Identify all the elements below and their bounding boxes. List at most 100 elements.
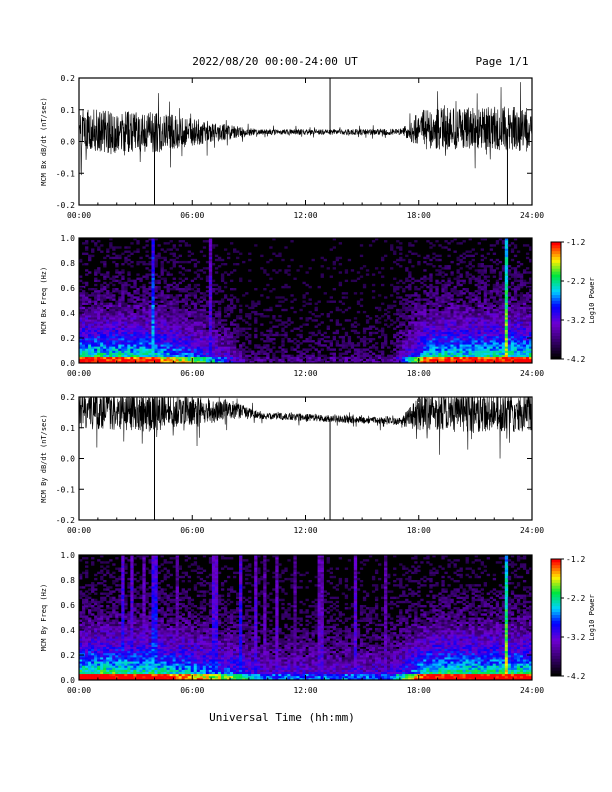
spectrogram-cell	[441, 313, 445, 316]
spectrogram-cell	[399, 302, 403, 305]
spectrogram-cell	[85, 263, 89, 266]
spectrogram-cell	[82, 605, 86, 608]
spectrogram-cell	[302, 356, 306, 360]
spectrogram-cell	[420, 333, 424, 337]
spectrogram-cell	[525, 346, 530, 349]
spectrogram-cell	[525, 304, 530, 308]
spectrogram-cell	[223, 296, 228, 299]
spectrogram-cell	[85, 240, 89, 243]
spectrogram-cell	[453, 238, 457, 241]
spectrogram-cell	[136, 290, 140, 293]
spectrogram-cell	[103, 294, 107, 297]
spectrogram-cell	[338, 242, 343, 245]
spectrogram-cell	[486, 338, 491, 341]
spectrogram-cell	[239, 354, 243, 358]
spectrogram-cell	[429, 292, 433, 295]
spectrogram-cell	[453, 340, 457, 343]
spectrogram-cell	[429, 333, 433, 337]
spectrogram-cell	[480, 358, 484, 362]
spectrogram-cell	[486, 304, 491, 308]
spectrogram-cell	[501, 333, 506, 337]
spectrogram-cell	[130, 313, 134, 316]
spectrogram-cell	[130, 321, 134, 324]
spectrogram-cell	[429, 319, 433, 322]
spectrogram-cell	[465, 265, 469, 268]
spectrogram-cell	[396, 333, 400, 337]
spectrogram-cell	[501, 246, 506, 249]
spectrogram-cell	[387, 325, 391, 328]
spectrogram-cell	[284, 271, 288, 274]
spectrogram-cell	[85, 565, 89, 568]
spectrogram-cell	[103, 352, 107, 355]
spectrogram-cell	[459, 329, 463, 333]
spectrogram-cell	[444, 240, 448, 243]
spectrogram-cell	[504, 340, 509, 343]
spectrogram-cell	[196, 319, 201, 322]
spectrogram-cell	[417, 356, 421, 360]
spectrogram-cell	[477, 323, 481, 326]
spectrogram-cell	[344, 360, 349, 364]
spectrogram-cell	[208, 300, 213, 303]
spectrogram-cell	[368, 327, 373, 330]
spectrogram-cell	[202, 346, 207, 349]
spectrogram-cell	[175, 338, 179, 341]
spectrogram-cell	[151, 335, 155, 339]
spectrogram-cell	[335, 321, 340, 324]
spectrogram-cell	[350, 344, 355, 347]
spectrogram-cell	[106, 338, 110, 341]
spectrogram-cell	[477, 275, 481, 278]
spectrogram-cell	[157, 356, 161, 360]
spectrogram-cell	[390, 319, 394, 322]
spectrogram-cell	[148, 281, 152, 285]
spectrogram-cell	[124, 356, 128, 360]
spectrogram-cell	[214, 292, 219, 295]
spectrogram-cell	[329, 300, 333, 303]
spectrogram-cell	[94, 317, 98, 320]
spectrogram-cell	[205, 315, 210, 318]
spectrogram-cell	[296, 358, 300, 362]
spectrogram-cell	[233, 306, 237, 310]
spectrogram-cell	[507, 321, 512, 324]
spectrogram-cell	[384, 360, 388, 364]
spectrogram-cell	[381, 258, 385, 262]
spectrogram-cell	[414, 346, 418, 349]
spectrogram-cell	[480, 327, 484, 330]
spectrogram-cell	[516, 260, 521, 264]
spectrogram-cell	[145, 308, 149, 312]
spectrogram-cell	[157, 292, 161, 295]
spectrogram-cell	[106, 317, 110, 320]
spectrogram-cell	[344, 346, 349, 349]
spectrogram-cell	[121, 348, 125, 351]
spectrogram-cell	[181, 319, 185, 322]
spectrogram-cell	[308, 338, 312, 341]
spectrogram-cell	[489, 348, 494, 351]
spectrogram-cell	[85, 615, 89, 618]
spectrogram-cell	[299, 329, 303, 333]
spectrogram-cell	[438, 329, 442, 333]
spectrogram-cell	[516, 300, 521, 303]
spectrogram-cell	[160, 315, 164, 318]
spectrogram-cell	[154, 288, 158, 291]
spectrogram-cell	[187, 313, 192, 316]
spectrogram-cell	[474, 269, 478, 272]
spectrogram-cell	[447, 310, 451, 314]
spectrogram-cell	[112, 329, 116, 333]
spectrogram-cell	[82, 308, 86, 312]
spectrogram-cell	[525, 352, 530, 355]
spectrogram-cell	[510, 250, 515, 253]
spectrogram-cell	[85, 625, 89, 629]
spectrogram-cell	[465, 310, 469, 314]
spectrogram-cell	[82, 323, 86, 326]
spectrogram-cell	[181, 335, 185, 339]
spectrogram-cell	[196, 308, 201, 312]
spectrogram-cell	[205, 333, 210, 337]
spectrogram-cell	[151, 308, 155, 312]
spectrogram-cell	[151, 260, 155, 264]
spectrogram-cell	[507, 340, 512, 343]
spectrogram-cell	[202, 294, 207, 297]
spectrogram-cell	[190, 352, 195, 355]
spectrogram-cell	[453, 317, 457, 320]
spectrogram-cell	[408, 338, 412, 341]
spectrogram-cell	[157, 348, 161, 351]
spectrogram-cell	[223, 335, 228, 339]
